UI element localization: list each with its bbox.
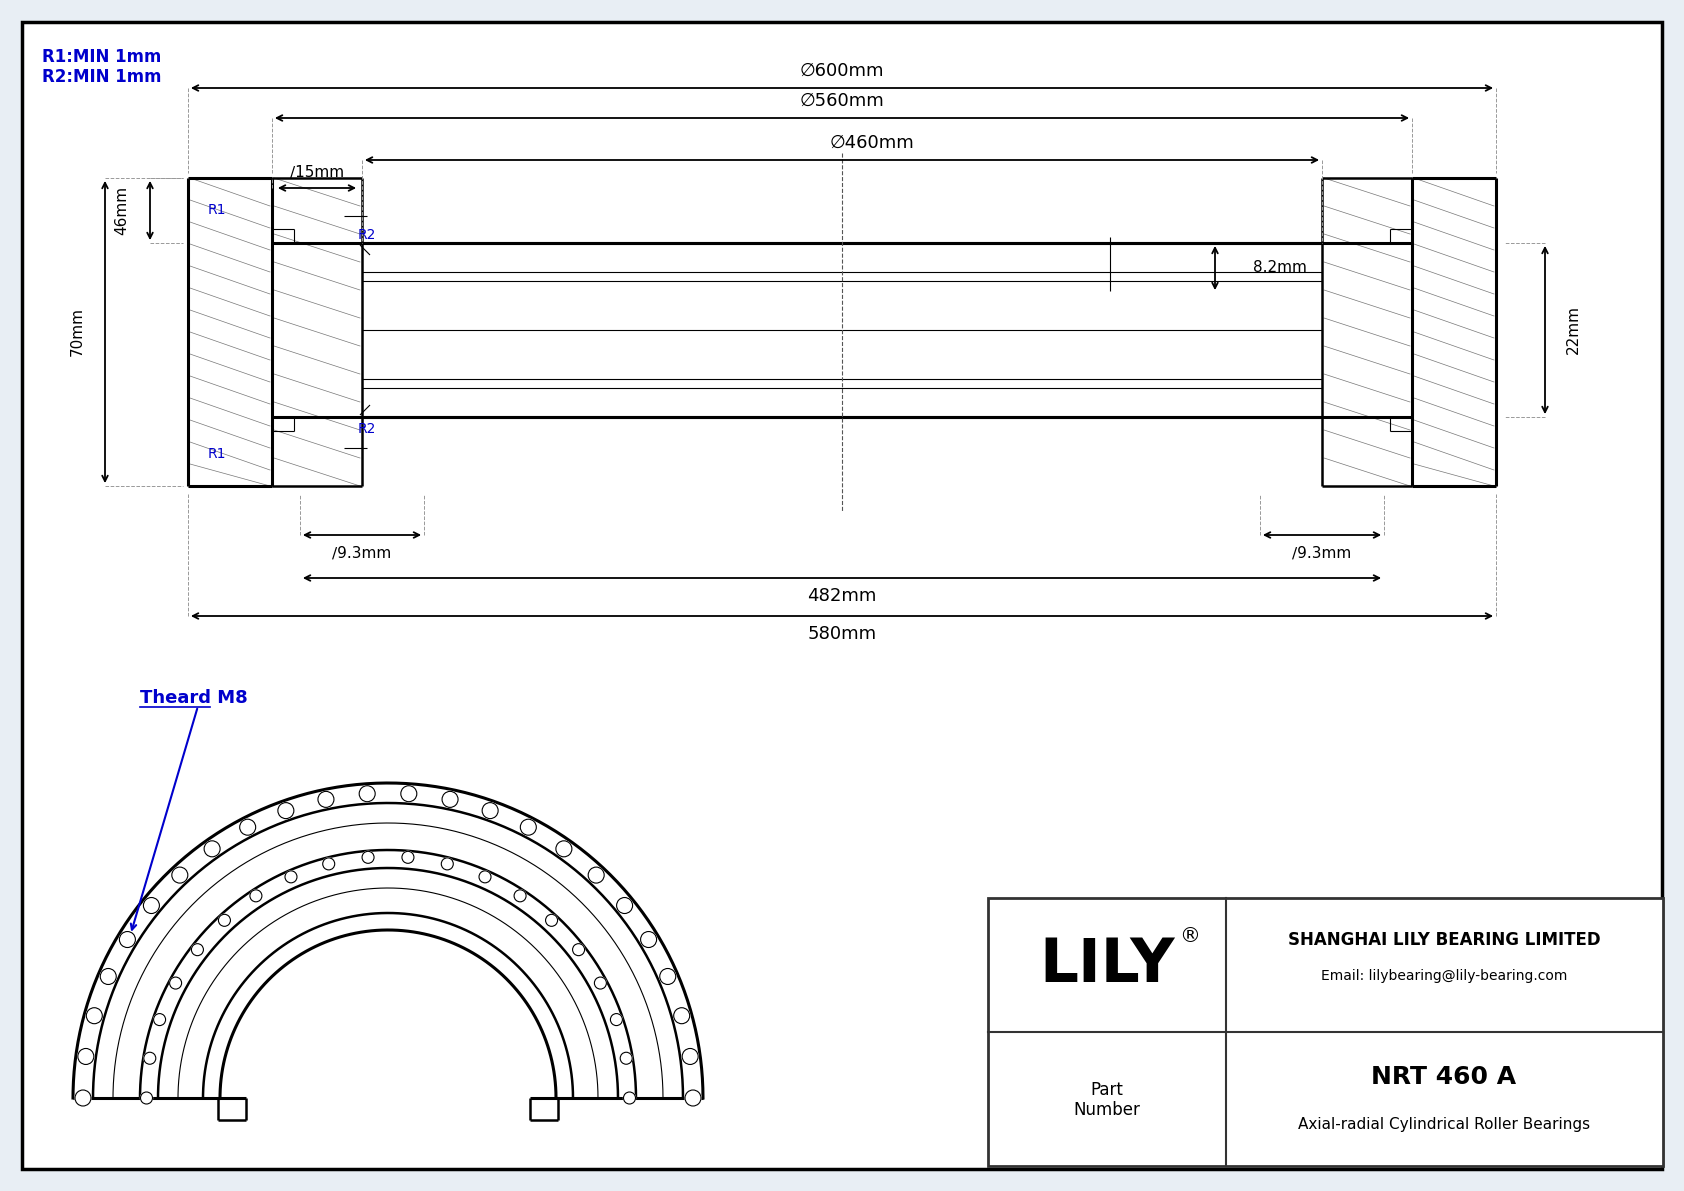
Text: 482mm: 482mm <box>807 587 877 605</box>
Circle shape <box>482 803 498 818</box>
Text: NRT 460 A: NRT 460 A <box>1371 1065 1517 1089</box>
Circle shape <box>588 867 605 883</box>
Circle shape <box>616 898 633 913</box>
Circle shape <box>573 943 584 955</box>
Text: ∅560mm: ∅560mm <box>800 92 884 110</box>
Circle shape <box>620 1053 632 1065</box>
Circle shape <box>640 931 657 948</box>
Circle shape <box>514 890 525 902</box>
Text: ∕9.3mm: ∕9.3mm <box>332 545 392 561</box>
Circle shape <box>401 786 418 802</box>
Circle shape <box>285 871 296 883</box>
Circle shape <box>278 803 295 818</box>
Text: LILY: LILY <box>1039 935 1175 994</box>
Text: SHANGHAI LILY BEARING LIMITED: SHANGHAI LILY BEARING LIMITED <box>1288 931 1600 949</box>
Circle shape <box>441 858 453 869</box>
Circle shape <box>318 791 333 807</box>
Circle shape <box>402 852 414 863</box>
Circle shape <box>249 890 263 902</box>
Text: R1: R1 <box>209 447 227 461</box>
Circle shape <box>623 1092 635 1104</box>
Text: ®: ® <box>1179 925 1201 946</box>
Text: Theard M8: Theard M8 <box>140 690 248 707</box>
Text: R2: R2 <box>359 422 377 436</box>
Text: R2: R2 <box>359 227 377 242</box>
Circle shape <box>101 968 116 985</box>
Circle shape <box>153 1014 165 1025</box>
Text: 22mm: 22mm <box>1566 306 1581 355</box>
Circle shape <box>660 968 675 985</box>
Text: ∅600mm: ∅600mm <box>800 62 884 80</box>
Circle shape <box>546 915 557 927</box>
Circle shape <box>140 1092 153 1104</box>
Text: ∕15mm: ∕15mm <box>290 164 344 180</box>
Circle shape <box>143 1053 157 1065</box>
Circle shape <box>594 977 606 989</box>
Circle shape <box>239 819 256 835</box>
Text: 8.2mm: 8.2mm <box>1253 261 1307 275</box>
Circle shape <box>478 871 492 883</box>
Circle shape <box>520 819 536 835</box>
Circle shape <box>77 1048 94 1065</box>
Circle shape <box>76 1090 91 1106</box>
Circle shape <box>172 867 189 883</box>
Circle shape <box>359 786 376 802</box>
Circle shape <box>192 943 204 955</box>
Text: Part
Number: Part Number <box>1074 1080 1140 1120</box>
Circle shape <box>323 858 335 869</box>
Text: Email: lilybearing@lily-bearing.com: Email: lilybearing@lily-bearing.com <box>1320 969 1568 983</box>
Circle shape <box>682 1048 699 1065</box>
Text: R2:MIN 1mm: R2:MIN 1mm <box>42 68 162 86</box>
Circle shape <box>674 1008 690 1024</box>
Circle shape <box>204 841 221 856</box>
Text: ∕9.3mm: ∕9.3mm <box>1292 545 1352 561</box>
Text: 46mm: 46mm <box>115 186 130 235</box>
Text: 580mm: 580mm <box>807 625 877 643</box>
Circle shape <box>610 1014 623 1025</box>
Circle shape <box>362 852 374 863</box>
Circle shape <box>685 1090 701 1106</box>
Circle shape <box>170 977 182 989</box>
Circle shape <box>556 841 573 856</box>
Text: Axial-radial Cylindrical Roller Bearings: Axial-radial Cylindrical Roller Bearings <box>1298 1116 1590 1131</box>
Text: ∅460mm: ∅460mm <box>830 135 914 152</box>
Circle shape <box>143 898 160 913</box>
Text: R1:MIN 1mm: R1:MIN 1mm <box>42 48 162 66</box>
Bar <box>989 898 1664 1166</box>
Circle shape <box>443 791 458 807</box>
Circle shape <box>219 915 231 927</box>
Text: 70mm: 70mm <box>69 307 84 356</box>
Circle shape <box>86 1008 103 1024</box>
Circle shape <box>120 931 135 948</box>
Text: R1: R1 <box>209 202 227 217</box>
